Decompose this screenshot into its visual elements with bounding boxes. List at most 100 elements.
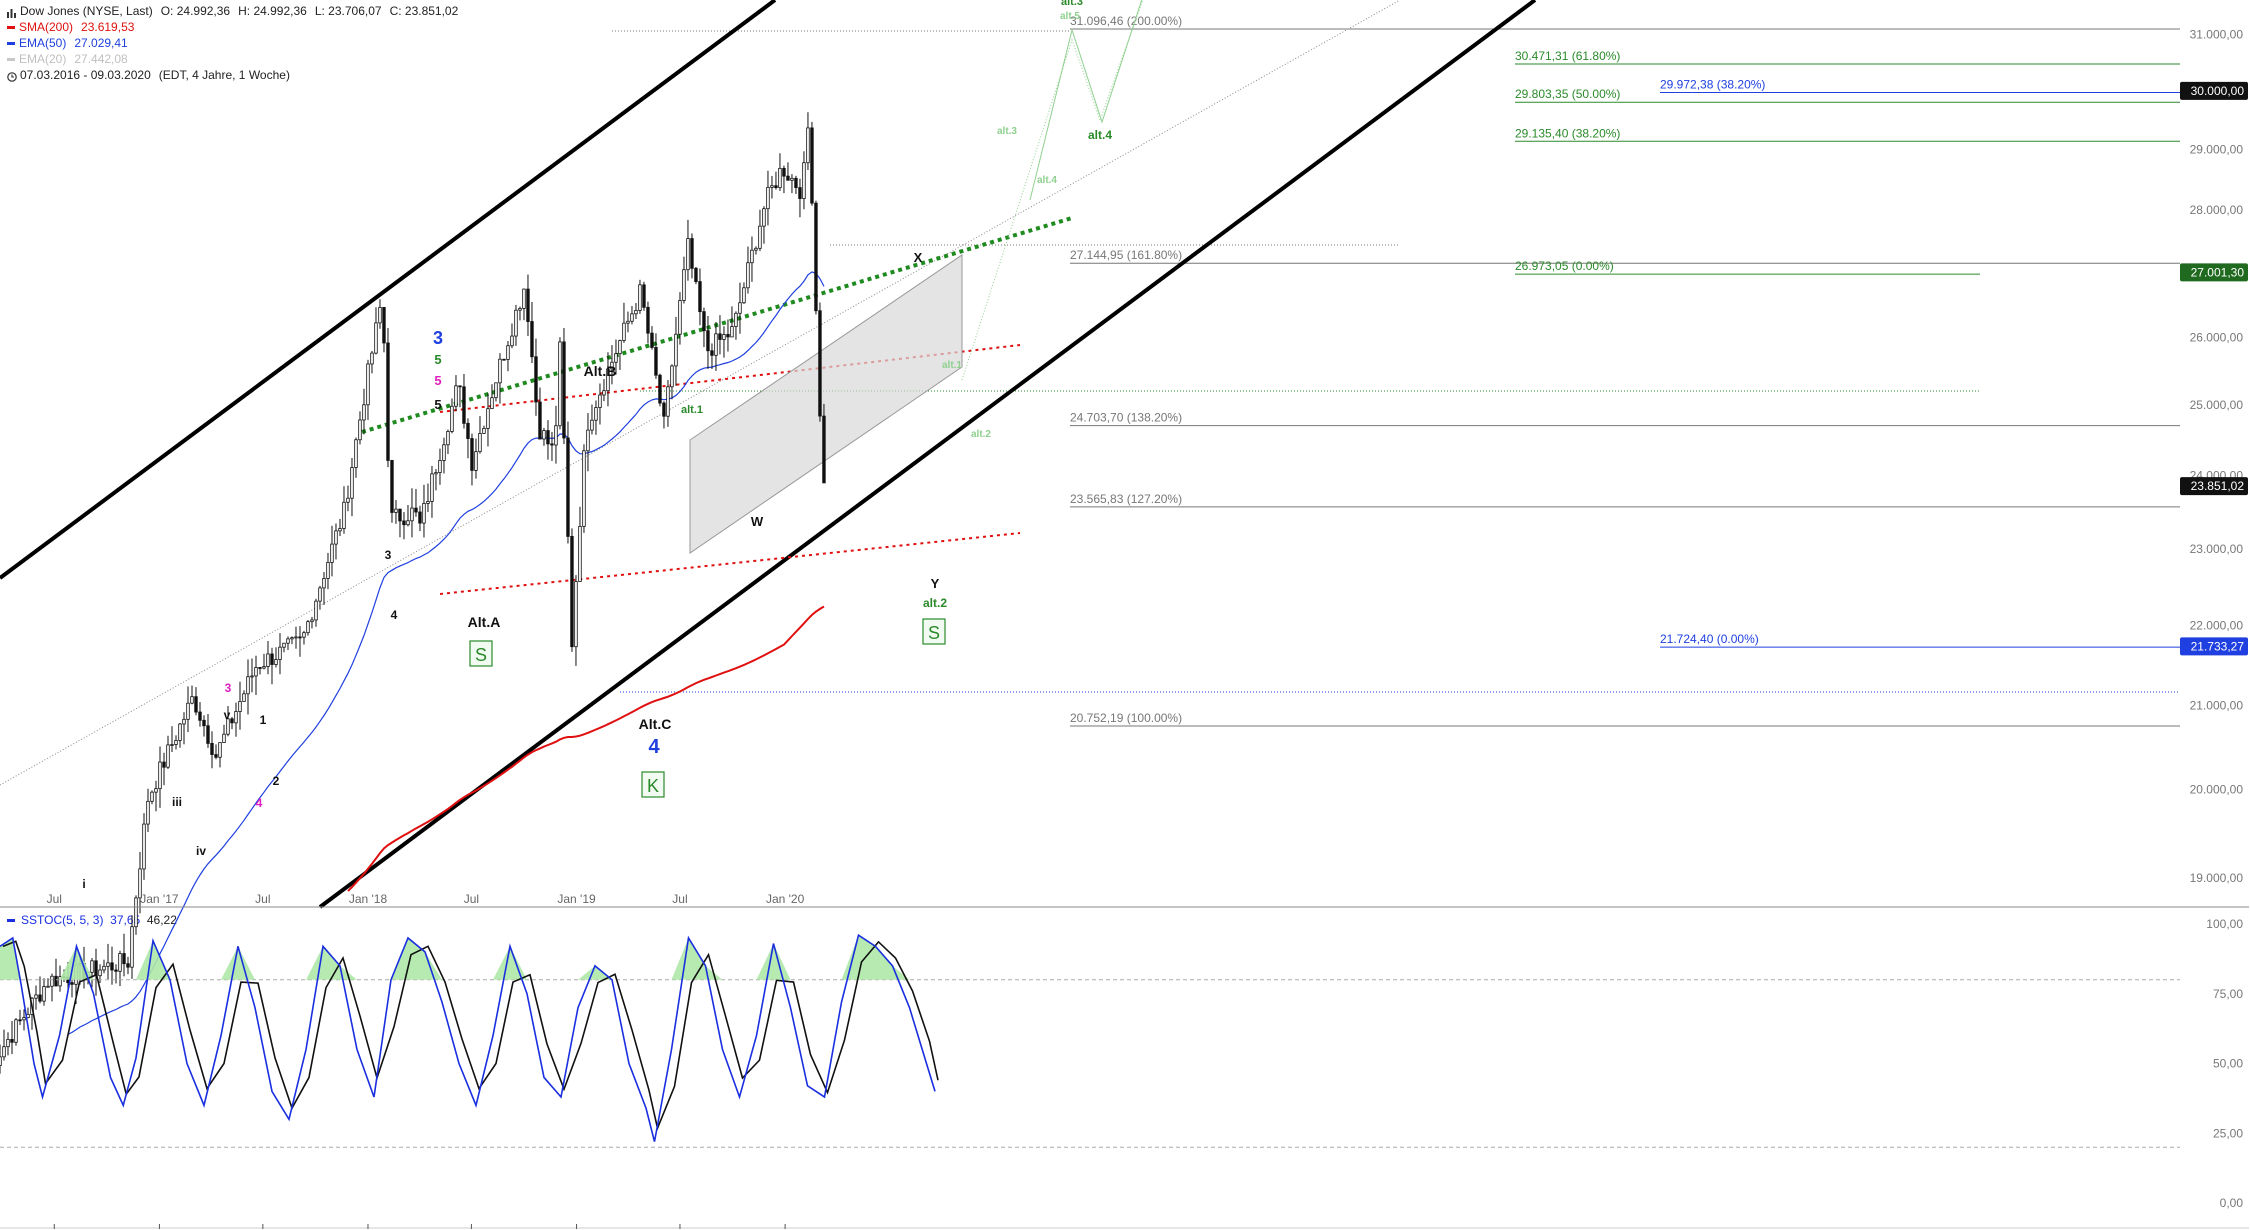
wave-label: Y [931,576,940,591]
moving-average-layer [67,271,825,1035]
wave-label: 5 [434,397,441,412]
candle-body [694,267,698,282]
indicator-ema50[interactable]: EMA(50) 27.029,41 [7,36,136,51]
candle-body [266,653,270,667]
price-marker-label: 21.733,27 [2191,639,2245,653]
indicator-ema20[interactable]: EMA(20) 27.442,08 [7,52,136,67]
time-tick-label: Jul [47,892,62,906]
stochastic-header[interactable]: SSTOC(5, 5, 3) 37,65 46,22 [7,913,177,927]
ema50-line [67,271,825,1035]
candle-body [338,528,342,532]
price-tick-label: 20.000,00 [2190,783,2244,797]
candle-body [650,332,654,348]
candle-body [726,334,730,338]
candle-body [442,444,446,461]
candle-body [138,868,142,899]
candle-body [766,186,770,210]
candle-body [770,185,774,188]
dotted-parallel-line [0,0,1401,786]
candle-body [430,473,434,502]
grey-channel [689,254,963,554]
candle-body [94,960,98,977]
candle-body [46,985,50,988]
candle-body [410,507,414,522]
price-tick-label: 23.000,00 [2190,542,2244,556]
stochastic-layer: 100,00 75,00 50,00 25,00 0,00 [0,917,2243,1210]
candle-body [10,1038,14,1043]
candle-body [750,249,754,264]
wave-label: 3 [433,328,443,348]
candle-body [634,310,638,315]
candle-body [194,696,198,713]
sma200-line [347,605,825,892]
candle-body [142,823,146,870]
candle-body [286,638,290,644]
candle-body [306,621,310,634]
stochastic-d: 46,22 [146,913,177,927]
candle-body [710,350,714,356]
candle-body [742,287,746,304]
candle-body [390,460,394,513]
candle-body [450,405,454,432]
price-marker-box [2180,637,2248,656]
wave-label: 3 [225,681,232,695]
candle-body [70,982,74,985]
candle-body [530,321,534,358]
candle-body [686,238,690,271]
price-tick-label: 29.000,00 [2190,142,2244,156]
ohlc-close: C: 23.851,02 [389,4,459,18]
candle-body [550,443,554,446]
fib-level-label: 24.703,70 (138.20%) [1070,411,1182,425]
ohlc-high: H: 24.992,36 [238,4,307,18]
candle-body [254,667,258,677]
clock-icon [7,71,17,82]
channel-upper-line [0,0,777,580]
candle-body [654,347,658,376]
candle-body [754,247,758,251]
price-marker-box [2180,477,2248,496]
ohlc-low: L: 23.706,07 [314,4,382,18]
candle-body [490,397,494,410]
candle-body [418,511,422,524]
wave-label: Alt.C [639,716,672,732]
candle-body [126,963,130,968]
candle-body [318,587,322,602]
stoch-tick-label: 0,00 [2220,1196,2244,1210]
date-range-value: 07.03.2016 - 09.03.2020 [20,68,151,82]
candle-body [458,385,462,388]
candle-body [546,430,550,445]
stoch-k-line [0,933,936,1142]
wave-label: alt.2 [971,429,991,440]
indicator-sma200[interactable]: SMA(200) 23.619,53 [7,20,142,35]
candle-body [162,761,166,768]
fib-level-label: 30.471,31 (61.80%) [1515,49,1620,63]
price-marker-label: 30.000,00 [2191,84,2245,98]
candle-body [282,642,286,648]
candle-body [102,965,106,971]
candle-body [106,962,110,967]
candle-body [678,300,682,335]
price-tick-label: 21.000,00 [2190,699,2244,713]
wave-label: Alt.B [584,363,617,379]
candle-body [554,425,558,446]
price-tick-label: 22.000,00 [2190,618,2244,632]
price-tick-label: 25.000,00 [2190,398,2244,412]
red-lower-line [439,532,1021,595]
indicator-name: EMA(20) [19,52,67,66]
candle-body [362,404,366,421]
wave-label: 5 [434,373,441,388]
candlestick-layer [0,112,826,1074]
price-tick-label: 31.000,00 [2190,27,2244,41]
candle-body [334,530,338,545]
chart-header: Dow Jones (NYSE, Last) O: 24.992,36 H: 24.… [7,4,466,19]
candle-body [426,500,430,504]
candle-body [438,460,442,473]
candle-body [166,744,170,768]
candle-body [578,525,582,582]
candle-body [638,284,642,311]
candle-body [222,733,226,744]
candle-body [538,401,542,440]
date-range-note: (EDT, 4 Jahre, 1 Woche) [158,68,290,82]
